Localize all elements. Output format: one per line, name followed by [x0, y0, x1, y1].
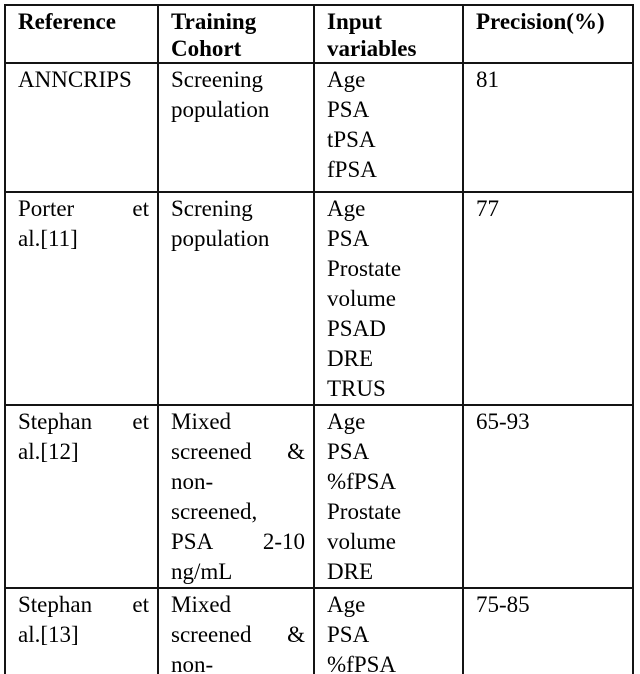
column-header-precision: Precision(%) — [462, 4, 634, 64]
header-row: Reference Training Cohort Input variables Pre… — [4, 4, 634, 64]
cell-reference: ANNCRIPS — [4, 62, 159, 193]
text-line: DRE — [327, 559, 373, 584]
text-line: volume — [327, 286, 396, 311]
cell-inputs: Age PSA %fPSA — [313, 587, 464, 674]
text-line: PSA — [327, 439, 370, 464]
text-line: Screening — [171, 67, 263, 92]
text-line: non- — [171, 652, 214, 674]
text-token: PSA — [171, 529, 214, 554]
text-token: Stephan — [18, 409, 93, 434]
text-line: Precision(%) — [476, 9, 605, 34]
text-line: Input — [327, 9, 382, 34]
text-line: 81 — [476, 67, 499, 92]
text-line: Age — [327, 592, 366, 617]
cell-cohort: Mixed screened & non- — [157, 587, 315, 674]
text-line: TRUS — [327, 376, 386, 401]
text-line: %fPSA — [327, 469, 397, 494]
text-token: et — [132, 592, 149, 617]
text-token: screened — [171, 439, 252, 464]
cell-precision: 77 — [462, 191, 634, 406]
text-line: population — [171, 97, 270, 122]
cell-reference: Porter et al.[11] — [4, 191, 159, 406]
text-line: Porter et — [18, 194, 149, 224]
text-line: Age — [327, 196, 366, 221]
results-table: Reference Training Cohort Input variables Pre… — [4, 4, 634, 674]
text-line: PSA — [327, 97, 370, 122]
cell-cohort: Screning population — [157, 191, 315, 406]
text-line: Mixed — [171, 409, 232, 434]
column-header-inputs: Input variables — [313, 4, 464, 64]
text-line: screened, — [171, 499, 258, 524]
cell-reference: Stephan et al.[12] — [4, 404, 159, 589]
text-line: screened & — [171, 620, 305, 650]
cell-precision: 81 — [462, 62, 634, 193]
text-line: 65-93 — [476, 409, 530, 434]
text-line: al.[13] — [18, 622, 79, 647]
text-line: Stephan et — [18, 590, 149, 620]
text-line: Cohort — [171, 36, 242, 61]
table-body: ANNCRIPS Screening population Age PSA tPSA fPS… — [4, 62, 634, 674]
text-token: et — [132, 196, 149, 221]
cell-inputs: Age PSA Prostate volume PSAD DRE TRUS — [313, 191, 464, 406]
text-line: 77 — [476, 196, 499, 221]
text-line: Age — [327, 67, 366, 92]
text-token: & — [287, 439, 305, 464]
text-line: tPSA — [327, 127, 376, 152]
text-line: variables — [327, 36, 417, 61]
text-line: DRE — [327, 346, 373, 371]
text-token: screened — [171, 622, 252, 647]
text-line: Training — [171, 9, 257, 34]
text-line: Stephan et — [18, 407, 149, 437]
text-line: al.[12] — [18, 439, 79, 464]
text-line: Age — [327, 409, 366, 434]
table-row: ANNCRIPS Screening population Age PSA tPSA fPS… — [4, 62, 634, 193]
text-line: 75-85 — [476, 592, 530, 617]
text-line: PSA — [327, 226, 370, 251]
text-line: Screning — [171, 196, 253, 221]
column-header-reference: Reference — [4, 4, 159, 64]
text-line: population — [171, 226, 270, 251]
text-token: et — [132, 409, 149, 434]
cell-reference: Stephan et al.[13] — [4, 587, 159, 674]
text-line: Prostate — [327, 499, 402, 524]
table-header: Reference Training Cohort Input variables Pre… — [4, 4, 634, 64]
cell-inputs: Age PSA tPSA fPSA — [313, 62, 464, 193]
text-line: al.[11] — [18, 226, 78, 251]
text-line: Mixed — [171, 592, 232, 617]
table-row: Stephan et al.[13] Mixed screened & non- Age PSA… — [4, 587, 634, 674]
cell-precision: 65-93 — [462, 404, 634, 589]
table-row: Porter et al.[11] Screning population Age PSA P… — [4, 191, 634, 406]
text-token: 2-10 — [262, 529, 305, 554]
cell-inputs: Age PSA %fPSA Prostate volume DRE — [313, 404, 464, 589]
text-line: Reference — [18, 9, 116, 34]
text-line: PSA — [327, 622, 370, 647]
text-line: PSAD — [327, 316, 386, 341]
text-line: PSA 2-10 — [171, 527, 305, 557]
column-header-cohort: Training Cohort — [157, 4, 315, 64]
table-row: Stephan et al.[12] Mixed screened & non-screen… — [4, 404, 634, 589]
cell-precision: 75-85 — [462, 587, 634, 674]
cell-cohort: Mixed screened & non-screened, PSA 2-10 ng/mL — [157, 404, 315, 589]
text-token: Porter — [18, 196, 75, 221]
text-line: screened & — [171, 437, 305, 467]
text-line: Prostate — [327, 256, 402, 281]
text-line: non- — [171, 469, 214, 494]
cell-cohort: Screening population — [157, 62, 315, 193]
text-line: ng/mL — [171, 559, 233, 584]
text-line: ANNCRIPS — [18, 67, 132, 92]
text-token: Stephan — [18, 592, 93, 617]
text-line: volume — [327, 529, 396, 554]
text-line: fPSA — [327, 157, 377, 182]
text-token: & — [287, 622, 305, 647]
text-line: %fPSA — [327, 652, 397, 674]
